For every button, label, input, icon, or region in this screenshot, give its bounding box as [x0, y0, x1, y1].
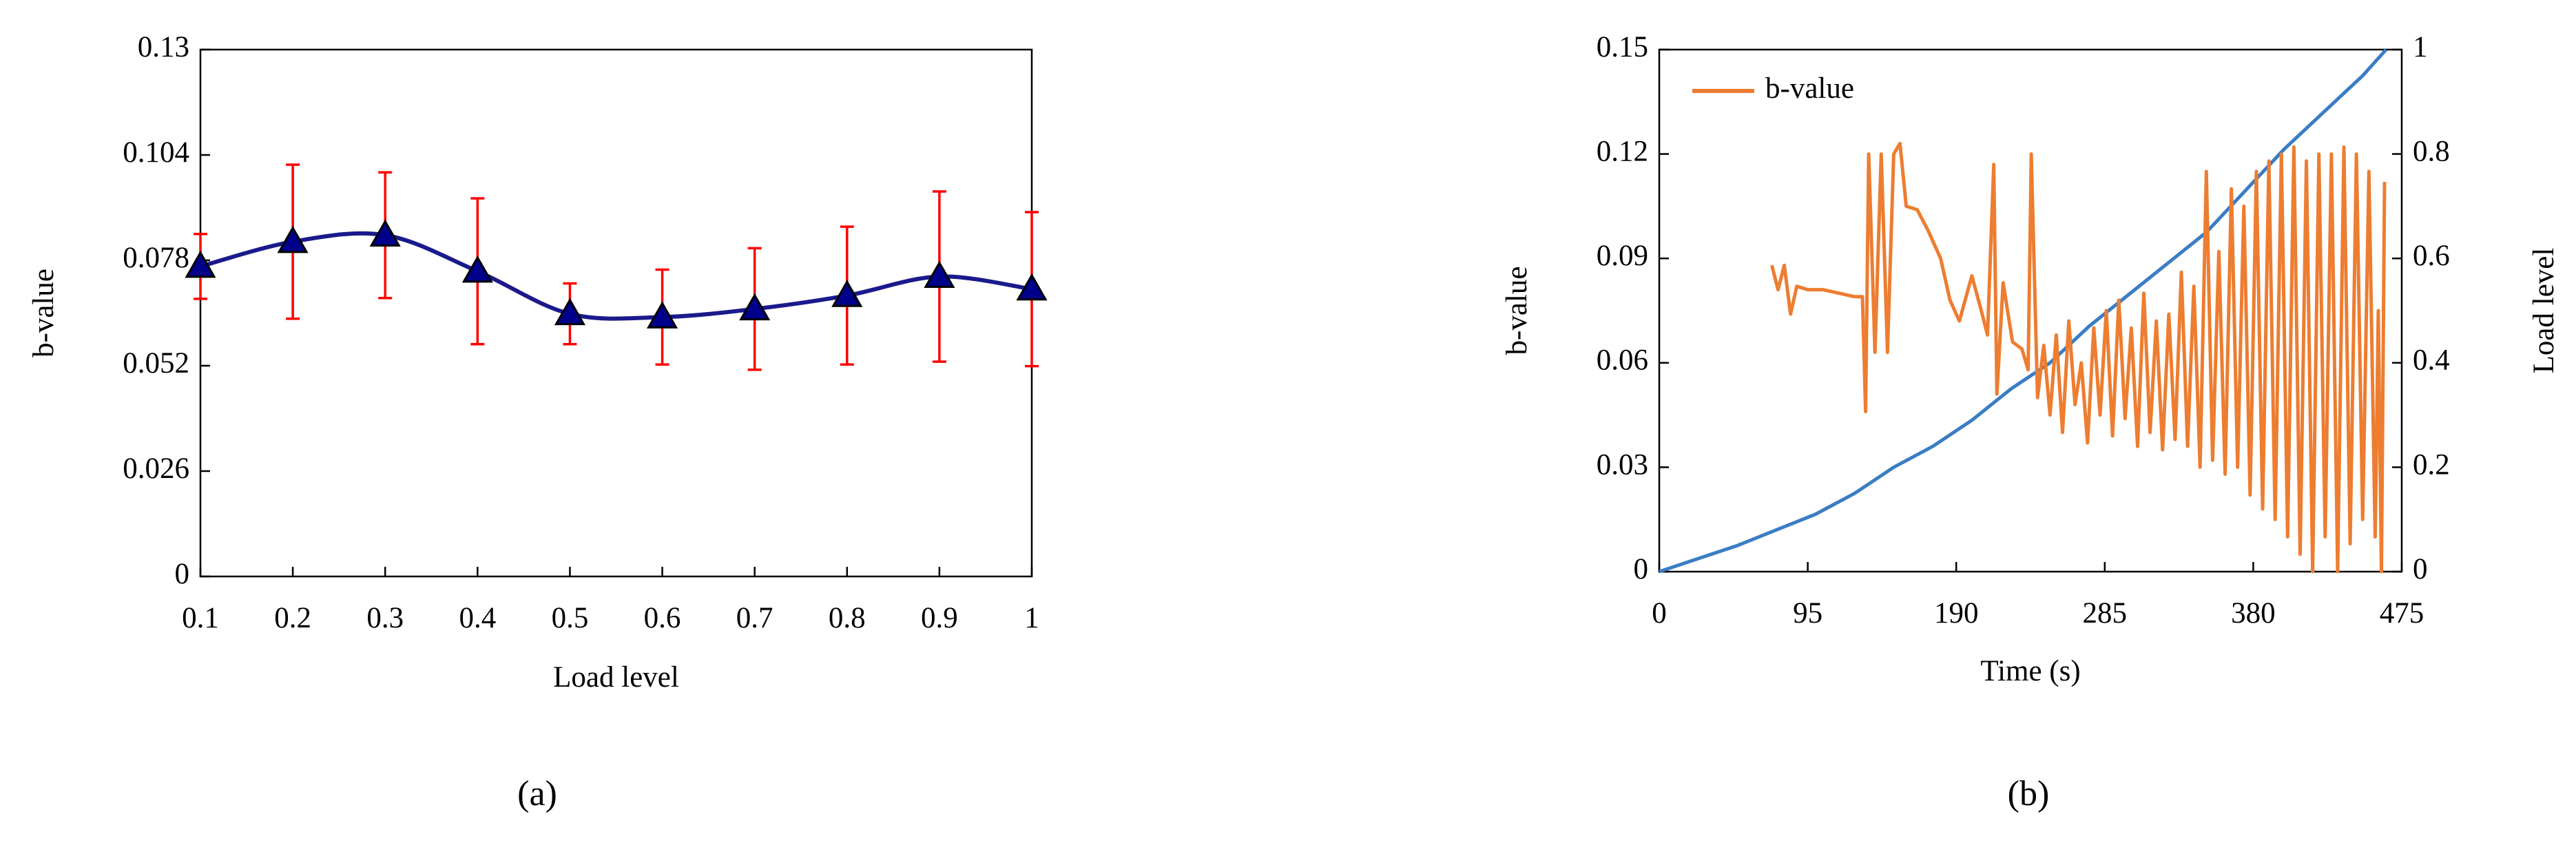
marker [554, 298, 586, 326]
x-axis-title: Load level [553, 661, 679, 694]
y-tick-label: 0.052 [123, 347, 189, 379]
x-tick-label: 0.6 [644, 602, 681, 634]
x-tick-label: 190 [1934, 597, 1979, 629]
marker [924, 260, 955, 289]
x-tick-label: 0.3 [366, 602, 404, 634]
marker [461, 255, 493, 283]
y2-tick-label: 1 [2413, 31, 2428, 63]
x-tick-label: 0.5 [552, 602, 589, 634]
plot-frame [1658, 48, 2403, 573]
y-tick-label: 0 [175, 558, 190, 590]
y-tick-label: 0.12 [1597, 135, 1648, 167]
y2-tick-label: 0.2 [2413, 448, 2450, 481]
y-tick-label: 0.06 [1597, 344, 1648, 377]
y-tick-label: 0.09 [1597, 240, 1648, 272]
x-tick-label: 380 [2231, 597, 2276, 629]
series-line [200, 231, 1032, 321]
y-tick-label: 0.026 [123, 452, 189, 485]
y2-tick-label: 0.4 [2413, 344, 2450, 377]
panel-label: (b) [2008, 774, 2050, 813]
y2-axis-title: Load level [2528, 248, 2560, 374]
y-tick-label: 0 [1634, 553, 1649, 585]
marker [369, 219, 401, 247]
x-tick-label: 0.9 [921, 602, 958, 634]
legend-label: b-value [1765, 72, 1854, 105]
series-line [1659, 48, 2388, 574]
marker [739, 293, 771, 321]
y2-tick-label: 0.8 [2413, 135, 2450, 167]
y-tick-label: 0.03 [1597, 448, 1648, 481]
x-tick-label: 1 [1024, 602, 1039, 634]
y-tick-label: 0.13 [138, 31, 189, 63]
x-tick-label: 0.8 [829, 602, 866, 634]
y-axis-title: b-value [28, 269, 60, 357]
x-axis-title: Time (s) [1980, 655, 2080, 687]
panel-label: (a) [517, 774, 557, 813]
marker [831, 280, 863, 307]
x-tick-label: 0.7 [736, 602, 773, 634]
series-line [1769, 141, 2387, 574]
y2-tick-label: 0.6 [2413, 240, 2450, 272]
x-tick-label: 95 [1793, 597, 1822, 629]
x-tick-label: 285 [2083, 597, 2128, 629]
marker [277, 225, 309, 253]
marker [646, 301, 678, 329]
x-tick-label: 0.1 [182, 602, 219, 634]
y2-tick-label: 0 [2413, 553, 2428, 585]
x-tick-label: 0 [1652, 597, 1667, 629]
marker [185, 250, 216, 278]
y-tick-label: 0.15 [1597, 31, 1648, 63]
y-axis-title: b-value [1501, 267, 1533, 355]
x-tick-label: 0.4 [459, 602, 496, 634]
y-tick-label: 0.078 [123, 242, 189, 274]
x-tick-label: 0.2 [274, 602, 311, 634]
plot-frame [199, 48, 1033, 578]
marker [1016, 273, 1048, 301]
y-tick-label: 0.104 [123, 136, 189, 169]
x-tick-label: 475 [2380, 597, 2424, 629]
